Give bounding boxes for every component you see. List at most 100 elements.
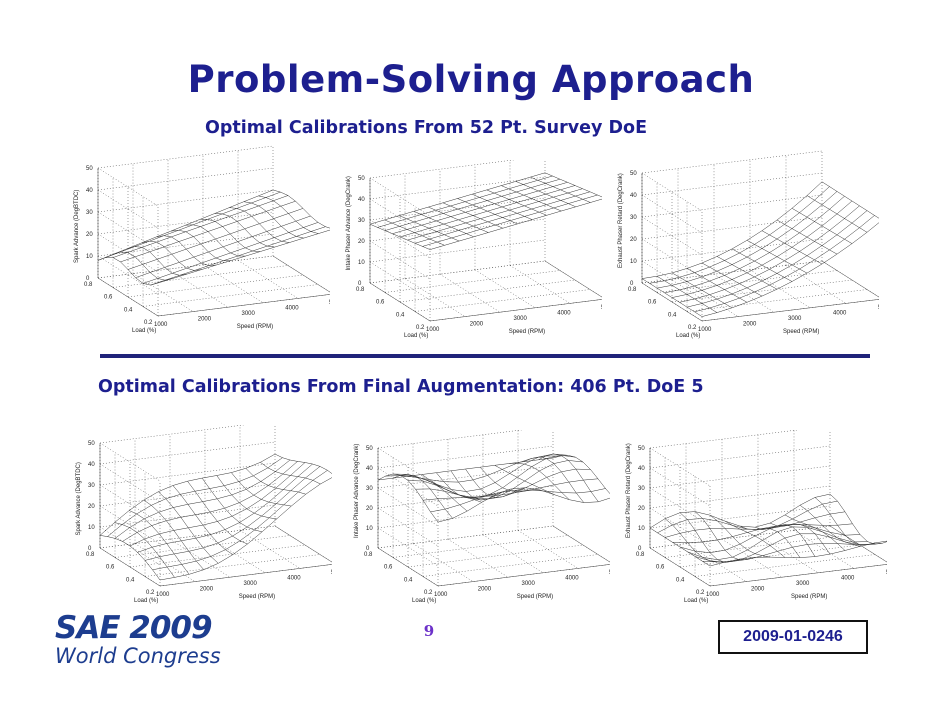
mesh-line: [523, 456, 584, 503]
surface-mesh: [99, 453, 332, 581]
z-axis-label: Exhaust Phaser Retard (DegCrank): [626, 443, 632, 538]
load-tick-label: 0.2: [688, 325, 697, 331]
grid-line: [649, 430, 800, 449]
mesh-line: [107, 457, 283, 537]
load-tick-label: 0.8: [628, 287, 637, 293]
load-tick-label: 0.6: [648, 300, 657, 306]
grid-line: [793, 530, 855, 569]
box-edge: [272, 255, 330, 293]
speed-tick-label: 2000: [470, 322, 484, 328]
logo-line1: SAE 2009: [55, 610, 213, 646]
mesh-line: [829, 493, 887, 545]
speed-tick-label: 4000: [287, 576, 301, 582]
z-tick-label: 40: [630, 193, 637, 199]
mesh-line: [170, 230, 231, 261]
mesh-line: [649, 527, 711, 567]
grid-line: [686, 289, 868, 312]
mesh-line: [509, 463, 570, 500]
grid-line: [656, 270, 838, 293]
z-tick-label: 10: [86, 254, 93, 260]
surface-mesh: [97, 189, 330, 286]
mesh-line: [214, 213, 275, 248]
load-tick-label: 0.4: [124, 307, 133, 313]
speed-tick-label: 1000: [156, 592, 170, 598]
box-edge: [829, 525, 887, 563]
mesh-line: [679, 205, 860, 303]
z-tick-label: 40: [366, 466, 373, 472]
surface-mesh: [369, 172, 602, 250]
speed-axis-label: Speed (RPM): [237, 324, 273, 330]
load-tick-label: 0.6: [106, 565, 115, 571]
grid-line: [97, 145, 274, 169]
box-edge: [641, 282, 703, 322]
z-tick-label: 0: [86, 276, 90, 282]
z-tick-label: 20: [88, 504, 95, 510]
mesh-line: [421, 474, 482, 503]
grid-line: [369, 260, 546, 284]
z-tick-label: 50: [86, 166, 93, 172]
load-tick-label: 0.6: [384, 565, 393, 571]
box-edge: [649, 547, 711, 587]
grid-line: [369, 160, 516, 179]
mesh-line: [158, 491, 219, 564]
grid-line: [369, 260, 546, 284]
mesh-line: [671, 272, 733, 309]
box-edge: [97, 277, 159, 317]
mesh-line: [429, 198, 602, 250]
z-axis-label: Intake Phaser Advance (DegCrank): [346, 176, 352, 270]
box-edge: [709, 564, 887, 587]
speed-tick-label: 3000: [796, 581, 810, 587]
grid-line: [127, 274, 304, 298]
mesh-line: [129, 510, 190, 575]
mesh-line: [231, 472, 292, 507]
mesh-line: [442, 202, 503, 229]
mesh-line: [746, 240, 808, 274]
load-axis-label: Load (%): [412, 598, 436, 604]
z-tick-label: 50: [366, 446, 373, 452]
z-tick-label: 40: [638, 466, 645, 472]
box-edge: [99, 547, 161, 587]
survey-doe-subtitle: Optimal Calibrations From 52 Pt. Survey …: [205, 118, 648, 138]
box-edge: [429, 299, 602, 322]
mesh-line: [701, 262, 763, 297]
mesh-line: [127, 246, 188, 276]
grid-line: [97, 189, 159, 229]
load-tick-label: 0.4: [404, 577, 413, 583]
mesh-line: [407, 476, 468, 512]
mesh-line: [112, 251, 173, 281]
mesh-line: [97, 257, 159, 286]
mesh-line: [515, 181, 576, 208]
speed-axis-label: Speed (RPM): [517, 594, 553, 600]
mesh-line: [776, 219, 838, 255]
speed-tick-label: 3000: [514, 316, 528, 322]
mesh-line: [172, 485, 234, 555]
speed-tick-label: 1000: [434, 592, 448, 598]
grid-line: [377, 430, 524, 449]
z-tick-label: 0: [638, 546, 642, 552]
grid-line: [97, 189, 274, 213]
mesh-line: [716, 256, 778, 290]
speed-axis-label: Speed (RPM): [783, 329, 819, 335]
load-tick-label: 0.2: [144, 320, 153, 326]
z-tick-label: 20: [358, 239, 365, 245]
grid-line: [641, 172, 823, 196]
z-tick-label: 10: [88, 525, 95, 531]
mesh-line: [258, 195, 319, 234]
mesh-line: [216, 475, 277, 520]
mesh-line: [245, 468, 306, 495]
mesh-line: [457, 198, 518, 225]
speed-tick-label: 3000: [242, 311, 256, 317]
grid-line: [641, 238, 823, 262]
mesh-line: [201, 477, 263, 533]
z-tick-label: 50: [630, 171, 637, 177]
z-tick-label: 20: [366, 506, 373, 512]
grid-line: [377, 505, 554, 529]
z-tick-label: 0: [366, 546, 370, 552]
speed-axis-label: Speed (RPM): [509, 329, 545, 335]
speed-tick-label: 1000: [154, 322, 168, 328]
box-edge: [159, 564, 332, 587]
grid-line: [399, 279, 576, 303]
